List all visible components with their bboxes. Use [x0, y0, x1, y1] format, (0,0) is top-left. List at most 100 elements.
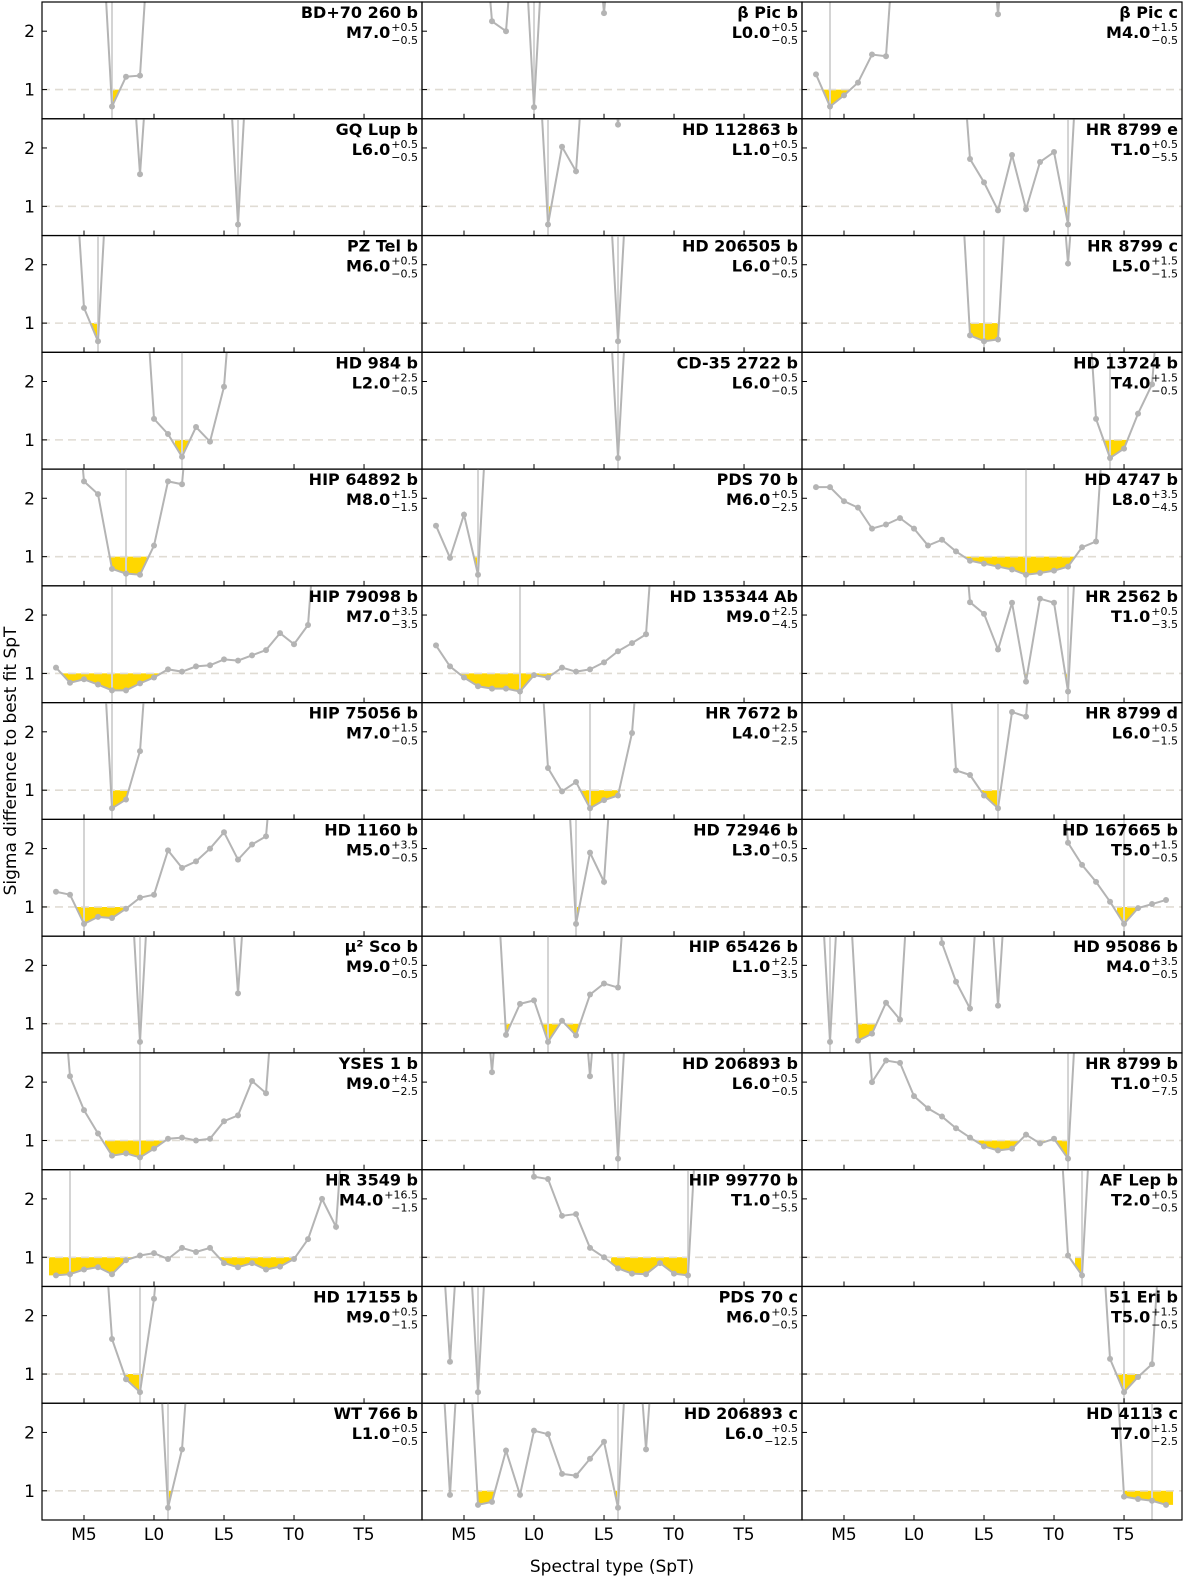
data-point	[1065, 688, 1072, 695]
data-line	[499, 936, 623, 1045]
data-point	[587, 1073, 594, 1080]
panel	[422, 2, 802, 119]
error-plus: +0.5	[1151, 605, 1178, 618]
panel	[42, 1286, 422, 1404]
best-spt: T5.0	[1111, 840, 1150, 859]
data-point	[939, 940, 946, 947]
panel	[42, 235, 422, 353]
error-minus: −12.5	[764, 1435, 798, 1448]
data-point	[123, 570, 130, 577]
error-plus: +1.5	[1151, 255, 1178, 268]
data-point	[643, 1271, 650, 1278]
data-point	[573, 1032, 580, 1039]
panel	[802, 1286, 1182, 1404]
best-spt: M6.0	[726, 490, 770, 509]
data-point	[319, 1195, 326, 1202]
panel	[422, 352, 802, 470]
x-axis-label: Spectral type (SpT)	[530, 1557, 694, 1577]
best-spt: L8.0	[1112, 490, 1151, 509]
data-point	[545, 765, 552, 772]
data-line	[105, 2, 146, 107]
panel	[42, 2, 422, 119]
data-point	[1121, 1389, 1128, 1396]
y-tick-label: 1	[24, 548, 35, 568]
error-minus: −4.5	[771, 618, 798, 631]
error-minus: −3.5	[771, 968, 798, 981]
panel	[42, 1403, 422, 1520]
y-tick-label: 1	[24, 781, 35, 801]
data-point	[1009, 566, 1016, 573]
data-point	[263, 647, 270, 654]
data-point	[95, 1130, 102, 1137]
error-plus: +0.5	[771, 21, 798, 34]
data-point	[447, 1358, 454, 1365]
data-point	[841, 498, 848, 505]
data-point	[81, 478, 88, 485]
panel	[802, 702, 1182, 820]
data-point	[685, 1272, 692, 1279]
data-point	[545, 674, 552, 681]
error-plus: +3.5	[1151, 488, 1178, 501]
error-minus: −0.5	[1151, 968, 1178, 981]
data-line	[55, 1169, 341, 1277]
data-point	[995, 1002, 1002, 1009]
data-point	[981, 560, 988, 567]
data-point	[165, 1135, 172, 1142]
uncertainty-fill	[175, 439, 218, 457]
planet-name: HD 13724 b	[1073, 353, 1178, 372]
error-plus: +0.5	[1151, 138, 1178, 151]
data-point	[967, 1005, 974, 1012]
planet-name: HD 4747 b	[1084, 470, 1178, 489]
data-point	[109, 687, 116, 694]
data-point	[531, 997, 538, 1004]
data-point	[1149, 1361, 1156, 1368]
best-spt: M5.0	[346, 840, 390, 859]
data-point	[433, 642, 440, 649]
data-point	[855, 504, 862, 511]
error-plus: +1.5	[1151, 21, 1178, 34]
planet-name: β Pic b	[737, 3, 798, 22]
data-point	[601, 797, 608, 804]
panel	[802, 469, 1182, 586]
planet-name: HD 17155 b	[313, 1287, 418, 1306]
data-line	[965, 118, 1075, 225]
y-tick-label: 1	[24, 898, 35, 918]
data-point	[193, 663, 200, 670]
data-point	[981, 1143, 988, 1150]
error-plus: +3.5	[1151, 955, 1178, 968]
error-minus: −0.5	[391, 968, 418, 981]
data-point	[601, 1254, 608, 1261]
data-point	[601, 10, 608, 17]
data-point	[615, 454, 622, 461]
panel	[802, 2, 1182, 119]
data-point	[305, 1236, 312, 1243]
data-point	[1065, 221, 1072, 228]
best-spt: L2.0	[352, 373, 391, 392]
data-point	[475, 683, 482, 690]
data-point	[911, 525, 918, 532]
data-point	[1009, 151, 1016, 158]
y-tick-label: 2	[24, 723, 35, 743]
data-point	[123, 1150, 130, 1157]
data-point	[207, 845, 214, 852]
panel	[422, 235, 802, 353]
best-spt: L6.0	[352, 140, 391, 159]
data-point	[1135, 1495, 1142, 1502]
y-tick-label: 2	[24, 1190, 35, 1210]
error-minus: −0.5	[1151, 34, 1178, 47]
data-point	[137, 680, 144, 687]
data-point	[165, 847, 172, 854]
data-point	[995, 11, 1002, 18]
data-point	[123, 796, 130, 803]
error-minus: −0.5	[1151, 1202, 1178, 1215]
data-point	[461, 674, 468, 681]
data-point	[489, 685, 496, 692]
data-point	[531, 672, 538, 679]
planet-name: HD 984 b	[335, 353, 418, 372]
data-point	[53, 664, 60, 671]
data-line	[489, 2, 607, 108]
data-point	[967, 332, 974, 339]
data-point	[587, 991, 594, 998]
error-minus: −0.5	[391, 268, 418, 281]
